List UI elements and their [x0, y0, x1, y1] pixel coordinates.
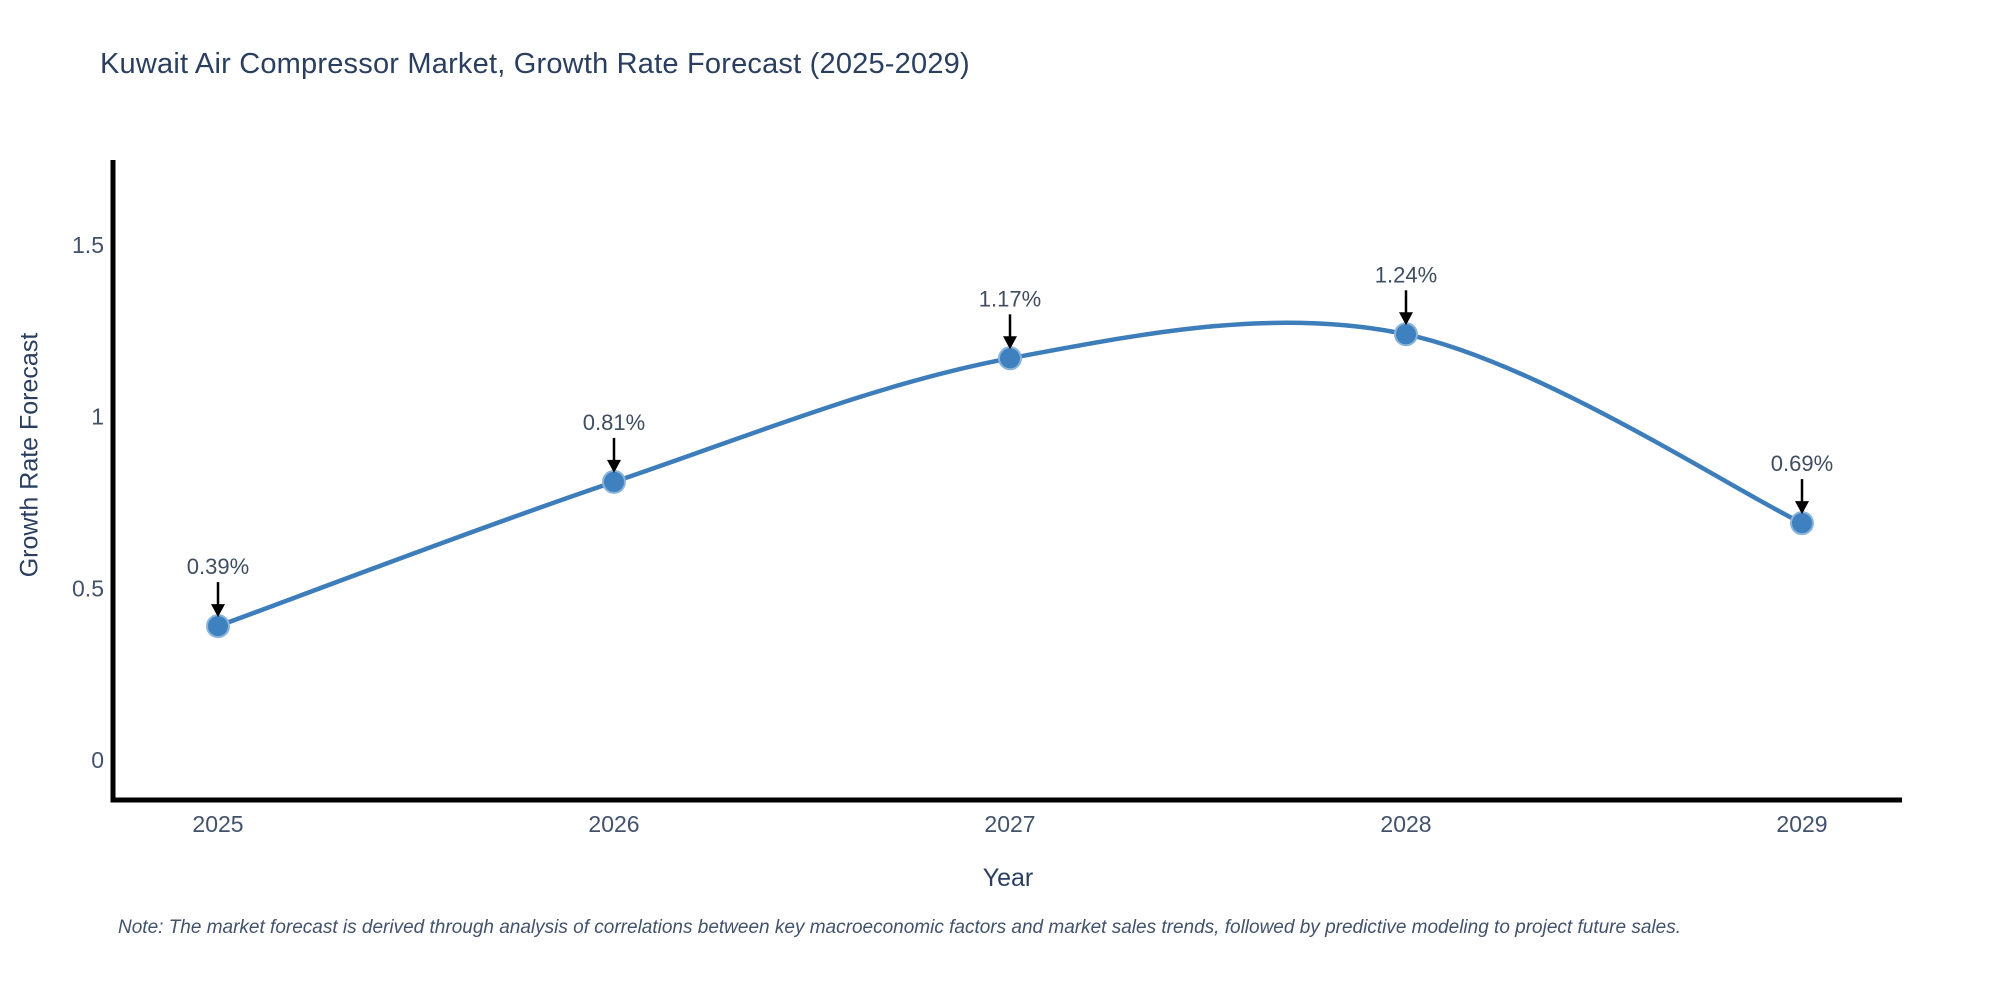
annotation-arrowhead	[211, 604, 225, 618]
chart-note: Note: The market forecast is derived thr…	[118, 917, 1681, 938]
x-tick-label: 2028	[1380, 811, 1431, 837]
y-tick-label: 1.5	[72, 232, 104, 258]
y-tick-label: 1	[91, 404, 104, 430]
annotation-label: 1.24%	[1375, 262, 1437, 287]
data-point-2028[interactable]	[1394, 322, 1418, 347]
annotation-label: 0.69%	[1771, 451, 1833, 476]
data-point-2029[interactable]	[1790, 511, 1814, 536]
data-point-2026[interactable]	[602, 469, 626, 494]
chart-title: Kuwait Air Compressor Market, Growth Rat…	[100, 48, 970, 80]
x-tick-label: 2026	[588, 811, 639, 837]
x-tick-label: 2025	[192, 811, 243, 837]
annotation-label: 0.39%	[187, 554, 249, 579]
annotation-arrowhead	[1003, 336, 1017, 350]
y-axis-title: Growth Rate Forecast	[15, 332, 44, 578]
y-tick-label: 0.5	[72, 575, 104, 601]
data-point-2027[interactable]	[998, 346, 1022, 371]
x-tick-label: 2027	[984, 811, 1035, 837]
data-point-2025[interactable]	[206, 614, 230, 639]
annotation-label: 0.81%	[583, 410, 645, 435]
x-tick-label: 2029	[1776, 811, 1827, 837]
annotation-arrowhead	[607, 459, 621, 473]
annotation-arrowhead	[1399, 312, 1413, 326]
y-tick-label: 0	[91, 747, 104, 773]
annotation-label: 1.17%	[979, 286, 1041, 311]
annotation-arrowhead	[1795, 501, 1809, 515]
x-axis-title: Year	[982, 864, 1034, 892]
